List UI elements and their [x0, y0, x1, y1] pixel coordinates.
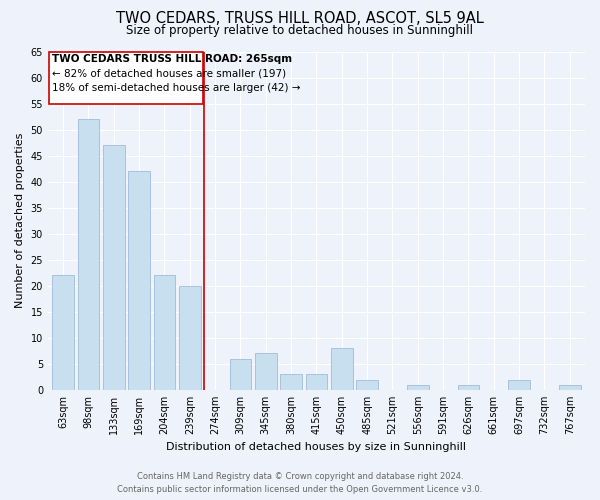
Text: Contains HM Land Registry data © Crown copyright and database right 2024.
Contai: Contains HM Land Registry data © Crown c…	[118, 472, 482, 494]
Bar	[331, 348, 353, 390]
Bar	[52, 276, 74, 390]
Y-axis label: Number of detached properties: Number of detached properties	[15, 133, 25, 308]
Bar	[407, 384, 428, 390]
Bar	[230, 358, 251, 390]
Bar	[103, 145, 125, 390]
Text: TWO CEDARS TRUSS HILL ROAD: 265sqm: TWO CEDARS TRUSS HILL ROAD: 265sqm	[52, 54, 292, 64]
Text: 18% of semi-detached houses are larger (42) →: 18% of semi-detached houses are larger (…	[52, 84, 301, 94]
Bar	[128, 172, 150, 390]
Bar	[179, 286, 200, 390]
FancyBboxPatch shape	[49, 52, 203, 104]
Bar	[559, 384, 581, 390]
Bar	[255, 354, 277, 390]
Bar	[458, 384, 479, 390]
Text: ← 82% of detached houses are smaller (197): ← 82% of detached houses are smaller (19…	[52, 68, 286, 78]
Bar	[508, 380, 530, 390]
Bar	[356, 380, 378, 390]
Bar	[154, 276, 175, 390]
Text: TWO CEDARS, TRUSS HILL ROAD, ASCOT, SL5 9AL: TWO CEDARS, TRUSS HILL ROAD, ASCOT, SL5 …	[116, 11, 484, 26]
Bar	[305, 374, 327, 390]
Bar	[280, 374, 302, 390]
Bar	[77, 119, 99, 390]
X-axis label: Distribution of detached houses by size in Sunninghill: Distribution of detached houses by size …	[166, 442, 466, 452]
Text: Size of property relative to detached houses in Sunninghill: Size of property relative to detached ho…	[127, 24, 473, 37]
